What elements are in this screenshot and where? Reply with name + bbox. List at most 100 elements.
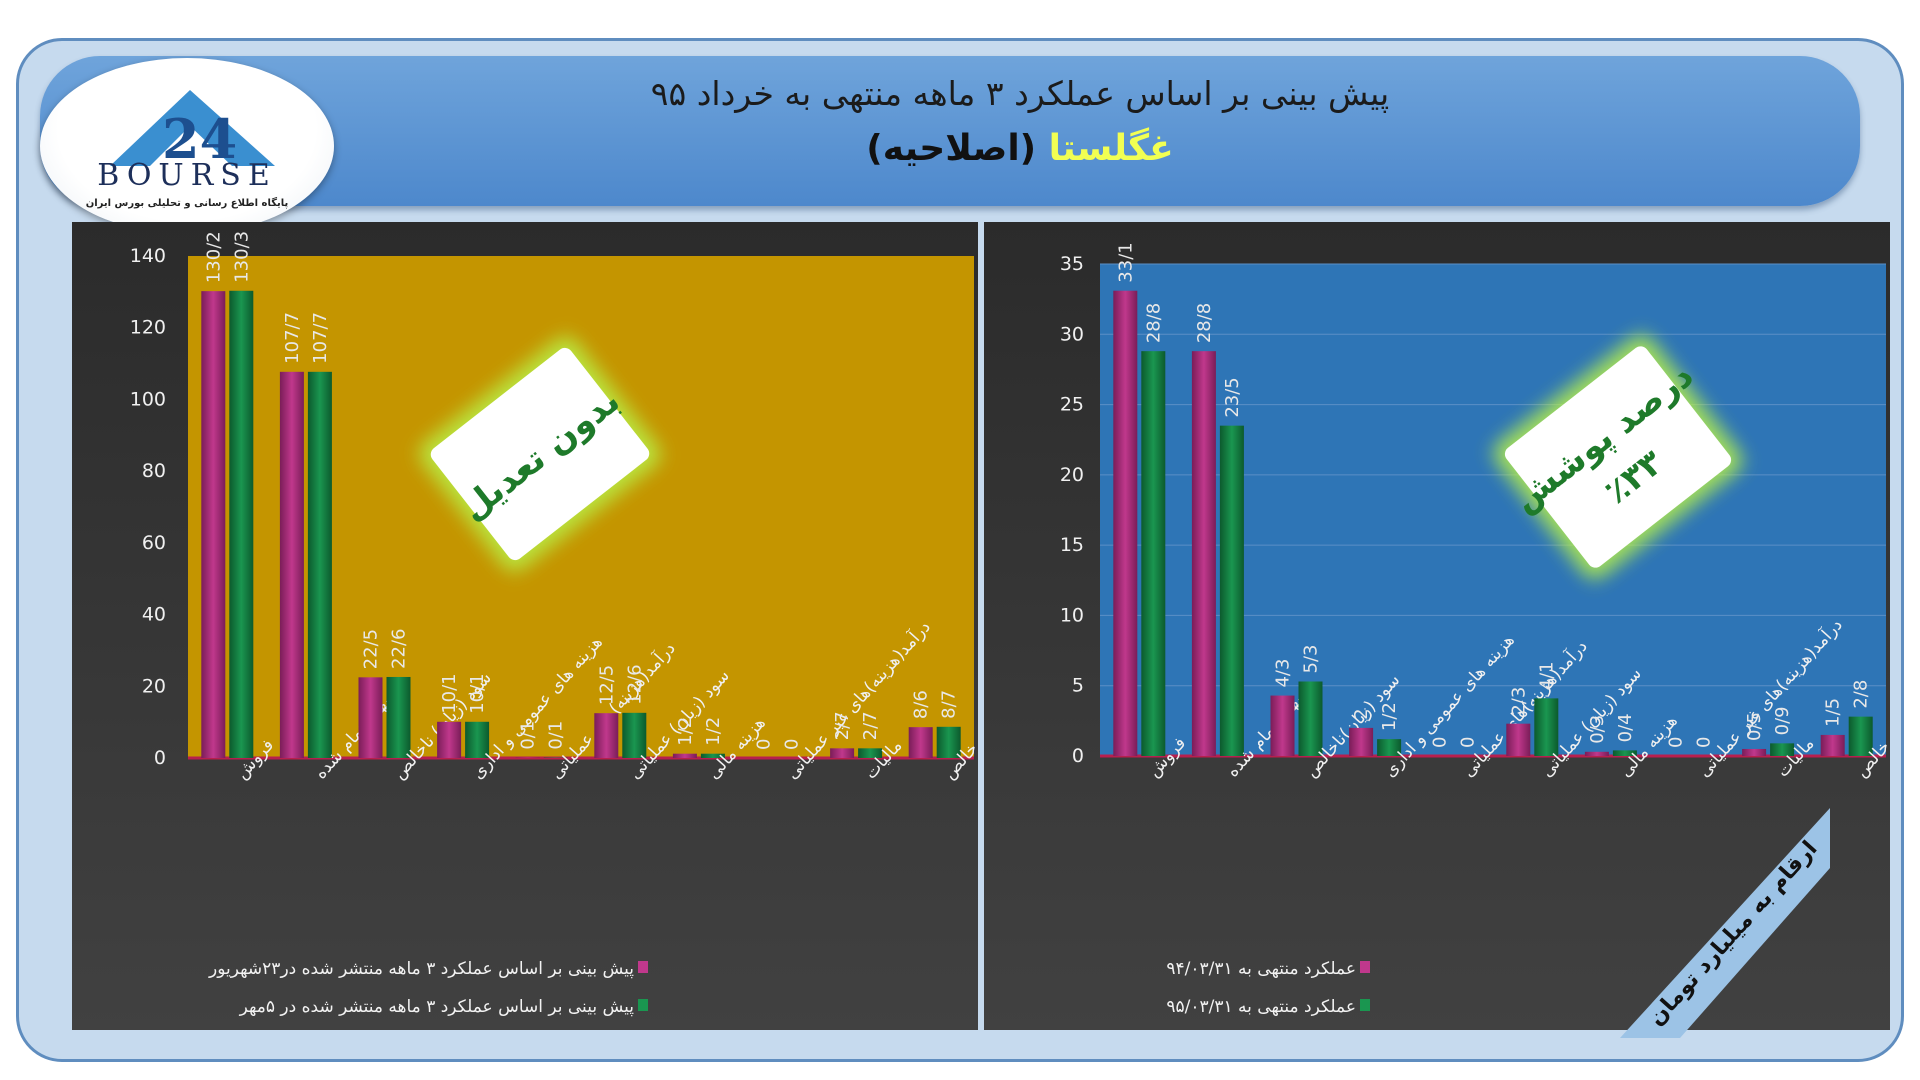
data-label: 1/2	[1379, 702, 1400, 731]
header-band	[40, 56, 1860, 206]
y-tick-label: 20	[142, 675, 166, 697]
data-label: 0/1	[518, 721, 539, 750]
bar-1	[201, 291, 226, 758]
y-tick-label: 30	[1060, 323, 1084, 345]
page-title: پیش بینی بر اساس عملکرد ۳ ماهه منتهی به …	[650, 74, 1390, 113]
y-tick-label: 25	[1060, 394, 1084, 416]
data-label: 2/3	[1508, 687, 1529, 716]
bar-1	[1270, 695, 1295, 756]
bar-2	[1298, 681, 1323, 756]
y-tick-label: 5	[1072, 675, 1084, 697]
data-label: 2	[1351, 708, 1372, 719]
bar-1	[1113, 290, 1138, 756]
legend-marker	[1360, 961, 1370, 973]
badge-card	[1504, 346, 1732, 568]
y-tick-label: 35	[1060, 253, 1084, 275]
data-label: 4/1	[1536, 661, 1557, 690]
y-tick-label: 100	[130, 388, 166, 410]
y-tick-label: 0	[1072, 745, 1084, 767]
bar-2	[1141, 351, 1166, 756]
legend-entry: عملکرد منتهی به ۹۴/۰۳/۳۱	[1166, 959, 1356, 979]
legend-marker	[1360, 999, 1370, 1011]
data-label: 4/3	[1273, 659, 1294, 688]
data-label: 0/4	[1615, 713, 1636, 742]
bar-1	[358, 677, 383, 758]
data-label: 0	[1666, 737, 1687, 748]
data-label: 22/5	[361, 629, 382, 669]
y-tick-label: 120	[130, 317, 166, 339]
bourse24-logo: 24 BOURSE پایگاه اطلاع رسانی و تحلیلی بو…	[40, 58, 334, 234]
data-label: 1/2	[675, 717, 696, 746]
bar-1	[594, 713, 619, 758]
bar-1	[437, 721, 462, 758]
legend-entry: پیش بینی بر اساس عملکرد ۳ ماهه منتشر شده…	[208, 959, 634, 979]
data-label: 0	[1694, 737, 1715, 748]
data-label: 22/6	[389, 629, 410, 669]
data-label: 0	[1430, 737, 1451, 748]
bar-2	[1770, 743, 1795, 756]
bar-2	[307, 371, 332, 758]
data-label: 28/8	[1143, 303, 1164, 343]
subtitle-suffix: (اصلاحیه)	[866, 128, 1049, 169]
data-label: 8/7	[939, 690, 960, 719]
data-label: 10/1	[439, 673, 460, 713]
legend-entry: عملکرد منتهی به ۹۵/۰۳/۳۱	[1166, 997, 1356, 1017]
y-tick-label: 140	[130, 245, 166, 267]
data-label: 130/3	[231, 231, 252, 283]
y-tick-label: 80	[142, 460, 166, 482]
bar-1	[1191, 351, 1216, 756]
data-label: 0	[1458, 737, 1479, 748]
svg-text:24: 24	[162, 107, 237, 168]
bar-1	[672, 753, 697, 758]
data-label: 12/5	[596, 665, 617, 705]
bar-2	[1612, 750, 1637, 756]
bar-1	[279, 371, 304, 758]
bar-1	[908, 727, 933, 758]
data-label: 0	[782, 739, 803, 750]
data-label: 2/7	[860, 711, 881, 740]
bar-1	[1349, 727, 1374, 756]
data-label: 5/3	[1301, 645, 1322, 674]
y-tick-label: 15	[1060, 534, 1084, 556]
company-name: غگلستا	[1048, 128, 1174, 169]
page-subtitle: غگلستا (اصلاحیه)	[420, 128, 1620, 169]
data-label: 0/5	[1744, 712, 1765, 741]
bar-2	[1534, 698, 1559, 756]
logo-wordmark: BOURSE	[97, 158, 277, 193]
chart-panel-right: 0 5 10 15 20 25 30 35 33/1 28/8 فروش 28/8 23/5 بهای ت…	[984, 222, 1890, 1030]
y-tick-label: 60	[142, 532, 166, 554]
data-label: 0/3	[1587, 715, 1608, 744]
data-label: 2/7	[832, 711, 853, 740]
bar-1	[1584, 751, 1609, 756]
data-label: 1/2	[703, 717, 724, 746]
y-tick-label: 40	[142, 604, 166, 626]
data-label: 0	[754, 739, 775, 750]
logo-tagline: پایگاه اطلاع رسانی و تحلیلی بورس ایران	[85, 198, 289, 209]
bar-2	[465, 721, 490, 758]
bar-2	[622, 712, 647, 758]
bar-2	[700, 753, 725, 758]
chart-panel-left: 0 20 40 60 80 100 120 140 130/2 130/3 فروش 107/7 107…	[72, 222, 978, 1030]
data-label: 0/1	[546, 721, 567, 750]
bar-2	[1377, 739, 1402, 756]
data-label: 23/5	[1222, 377, 1243, 417]
legend-entry: پیش بینی بر اساس عملکرد ۳ ماهه منتشر شده…	[239, 997, 635, 1017]
data-label: 12/6	[624, 664, 645, 704]
bar-1	[1820, 734, 1845, 756]
data-label: 33/1	[1115, 242, 1136, 282]
legend-marker	[638, 999, 648, 1011]
y-tick-label: 10	[1060, 604, 1084, 626]
data-label: 107/7	[310, 312, 331, 364]
data-label: 28/8	[1194, 303, 1215, 343]
bar-2	[1219, 425, 1244, 756]
data-label: 107/7	[282, 312, 303, 364]
data-label: 130/2	[203, 231, 224, 283]
y-tick-label: 0	[154, 747, 166, 769]
data-label: 1/5	[1823, 698, 1844, 727]
logo-mountain-icon: 24	[110, 90, 275, 168]
data-label: 0/9	[1772, 706, 1793, 735]
badge-card	[430, 347, 650, 561]
y-tick-label: 20	[1060, 464, 1084, 486]
